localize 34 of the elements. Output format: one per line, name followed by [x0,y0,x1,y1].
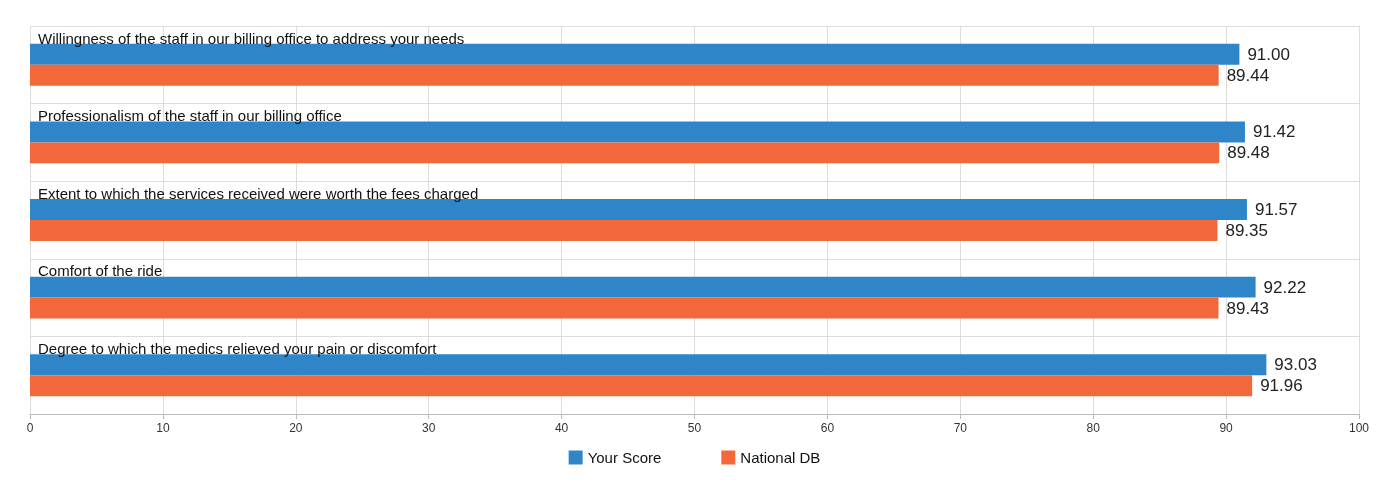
bar [30,375,1253,397]
bar [30,276,1256,298]
data-label: 89.35 [1225,220,1269,240]
data-label: 89.44 [1226,65,1270,85]
data-label: 91.00 [1247,44,1290,64]
x-tick-label: 90 [1219,421,1234,435]
y-tick-label: Comfort of the ride [38,262,163,280]
bar [30,297,1219,319]
x-tick-label: 50 [687,421,702,435]
y-tick-label: Willingness of the staff in our billing office to address your needs [38,29,465,47]
y-tick-label: Degree to which the medics relieved your pain or discomfort [38,339,438,357]
legend-label: Your Score [587,449,662,466]
y-tick-label: Professionalism of the staff in our billing office [38,107,342,125]
data-label: 93.03 [1274,355,1317,375]
data-label: 89.43 [1226,298,1270,318]
bar [30,220,1218,241]
x-tick-label: 30 [422,421,436,435]
y-tick-label: Extent to which the services received were worth the fees charged [38,184,479,202]
bar [30,142,1220,164]
x-tick-label: 70 [953,421,968,435]
bar [30,64,1219,86]
x-tick-label: 80 [1086,421,1101,435]
x-tick-label: 60 [820,421,835,435]
legend-label: National DB [740,449,821,466]
data-label: 89.48 [1227,143,1270,163]
x-tick-label: 10 [156,421,170,435]
data-label: 92.22 [1263,277,1307,297]
data-label: 91.42 [1252,122,1296,142]
x-tick-label: 0 [26,421,34,435]
x-tick-label: 100 [1348,421,1370,435]
x-tick-label: 40 [554,421,569,435]
data-label: 91.57 [1254,200,1298,220]
data-label: 91.96 [1260,376,1303,396]
x-tick-label: 20 [289,421,303,435]
